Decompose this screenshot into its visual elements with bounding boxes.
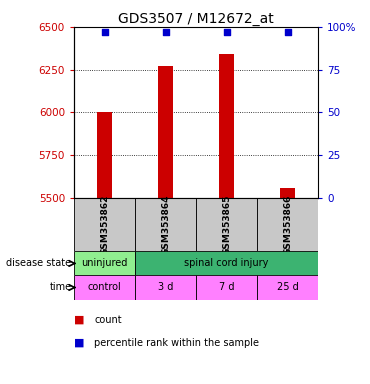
Bar [135, 252, 318, 275]
Bar [257, 198, 318, 252]
Bar [135, 275, 196, 300]
Text: GSM353866: GSM353866 [283, 194, 292, 255]
Bar [257, 275, 318, 300]
Text: percentile rank within the sample: percentile rank within the sample [94, 338, 259, 348]
Bar [135, 198, 196, 252]
Point [285, 29, 291, 35]
Text: GSM353862: GSM353862 [100, 194, 109, 255]
Bar [74, 275, 135, 300]
Text: 7 d: 7 d [219, 283, 234, 293]
Text: GSM353865: GSM353865 [222, 194, 231, 255]
Bar [219, 54, 234, 198]
Text: control: control [88, 283, 121, 293]
Text: spinal cord injury: spinal cord injury [184, 258, 269, 268]
Text: disease state: disease state [6, 258, 71, 268]
Point [101, 29, 107, 35]
Text: count: count [94, 315, 122, 325]
Text: time: time [50, 283, 71, 293]
Point [163, 29, 169, 35]
Point [223, 29, 229, 35]
Text: GSM353864: GSM353864 [161, 194, 170, 255]
Text: uninjured: uninjured [81, 258, 128, 268]
Title: GDS3507 / M12672_at: GDS3507 / M12672_at [118, 12, 274, 26]
Text: ■: ■ [74, 338, 84, 348]
Text: ■: ■ [74, 315, 84, 325]
Text: 3 d: 3 d [158, 283, 173, 293]
Bar [196, 198, 257, 252]
Bar [74, 198, 135, 252]
Bar [158, 66, 173, 198]
Bar [280, 188, 295, 198]
Bar [196, 275, 257, 300]
Bar [74, 252, 135, 275]
Bar [97, 113, 112, 198]
Text: 25 d: 25 d [277, 283, 299, 293]
